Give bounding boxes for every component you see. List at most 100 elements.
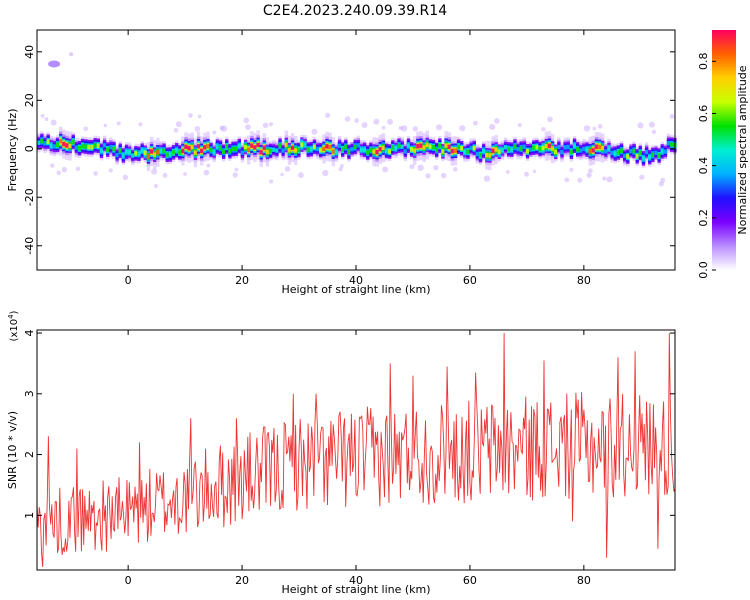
heatmap-cell xyxy=(519,146,523,151)
heatmap-cell xyxy=(660,149,664,154)
heatmap-cell xyxy=(431,145,436,150)
heatmap-cell xyxy=(638,150,643,156)
heatmap-cell xyxy=(554,149,558,155)
heatmap-cell xyxy=(666,140,671,146)
heatmap-cell xyxy=(563,145,567,150)
heatmap-cell xyxy=(550,146,555,151)
figure-title: C2E4.2023.240.09.39.R14 xyxy=(263,3,447,19)
heatmap-cell xyxy=(510,147,514,152)
heatmap-speckle xyxy=(243,117,250,124)
heatmap-cell xyxy=(250,143,254,148)
heatmap-speckle xyxy=(669,114,675,119)
snr-x-axis-label: Height of straight line (km) xyxy=(281,583,430,596)
x-tick-label: 0 xyxy=(125,274,132,287)
heatmap-cell xyxy=(613,151,617,156)
heatmap-cell xyxy=(369,147,373,153)
heatmap-speckle xyxy=(648,121,655,128)
heatmap-speckle xyxy=(50,163,55,168)
heatmap-cell xyxy=(447,144,451,150)
snr-x-ticks: 0 20 40 60 80 xyxy=(125,330,591,587)
heatmap-speckle xyxy=(50,119,57,126)
heatmap-cell xyxy=(494,147,498,152)
heatmap-speckle xyxy=(452,167,458,172)
colorbar-tick-label: 0.2 xyxy=(697,209,710,227)
heatmap-cell xyxy=(203,145,207,150)
heatmap-cell xyxy=(651,152,655,157)
snr-y-multiplier: (x104) xyxy=(7,310,20,341)
heatmap-cell xyxy=(500,148,505,153)
heatmap-cell xyxy=(337,143,342,148)
heatmap-cell xyxy=(315,146,320,152)
heatmap-cell xyxy=(359,147,364,152)
heatmap-cell xyxy=(68,143,72,149)
snr-panel: 0 20 40 60 80 1 2 3 4 Height of straight line (… xyxy=(6,310,676,596)
heatmap-cell xyxy=(438,143,442,148)
heatmap-cell xyxy=(159,148,163,153)
heatmap-cell xyxy=(594,144,599,149)
colorbar-tick-label: 0.4 xyxy=(697,157,710,175)
heatmap-cell xyxy=(400,144,404,149)
heatmap-speckle xyxy=(440,172,447,179)
heatmap-cell xyxy=(46,139,50,144)
heatmap-speckle xyxy=(56,170,62,176)
colorbar-ticks: 0.0 0.2 0.4 0.6 0.8 xyxy=(697,53,716,279)
heatmap-cell xyxy=(403,149,408,154)
x-tick-label: 60 xyxy=(463,274,477,287)
heatmap-speckle xyxy=(505,169,510,174)
heatmap-cell xyxy=(356,143,361,148)
heatmap-cell xyxy=(569,149,574,154)
spectrogram-x-axis-label: Height of straight line (km) xyxy=(281,283,430,296)
heatmap-cell xyxy=(384,148,389,154)
heatmap-cell xyxy=(397,143,401,148)
heatmap-speckle xyxy=(232,172,239,178)
heatmap-speckle xyxy=(547,116,553,123)
heatmap-outlier-speckle xyxy=(69,52,74,57)
heatmap-speckle xyxy=(116,121,121,126)
snr-background xyxy=(37,330,675,570)
heatmap-speckle xyxy=(541,127,546,132)
heatmap-cell xyxy=(575,147,580,152)
heatmap-cell xyxy=(312,144,317,149)
snr-series-line xyxy=(36,332,676,568)
heatmap-speckle xyxy=(122,174,129,180)
heatmap-cell xyxy=(378,147,383,152)
heatmap-speckle xyxy=(325,112,331,118)
heatmap-cell xyxy=(528,147,533,152)
heatmap-cell xyxy=(644,149,649,155)
heatmap-speckle xyxy=(44,117,49,121)
heatmap-speckle xyxy=(602,176,607,181)
heatmap-cell xyxy=(478,152,483,158)
heatmap-speckle xyxy=(382,166,389,173)
heatmap-cell xyxy=(488,153,492,158)
heatmap-speckle xyxy=(412,126,419,132)
heatmap-speckle xyxy=(339,163,344,168)
heatmap-speckle xyxy=(459,125,466,132)
heatmap-cell xyxy=(209,147,213,153)
heatmap-cell xyxy=(131,153,135,158)
colorbar-tick-label: 0.6 xyxy=(697,105,710,123)
heatmap-cell xyxy=(146,154,151,159)
heatmap-cell xyxy=(463,149,467,155)
heatmap-cell xyxy=(234,146,238,151)
heatmap-cell xyxy=(375,149,379,155)
heatmap-cell xyxy=(381,145,386,150)
heatmap-speckle xyxy=(373,118,380,125)
heatmap-cell xyxy=(247,147,251,153)
heatmap-cell xyxy=(325,144,329,149)
heatmap-cell xyxy=(290,145,295,150)
heatmap-cell xyxy=(49,143,54,148)
heatmap-cell xyxy=(585,147,589,152)
heatmap-cell xyxy=(409,147,414,152)
heatmap-cell xyxy=(225,144,229,149)
heatmap-cell xyxy=(171,150,176,155)
heatmap-speckle xyxy=(381,125,386,130)
heatmap-cell xyxy=(178,150,182,155)
heatmap-cell xyxy=(353,144,357,150)
heatmap-cell xyxy=(37,140,41,145)
heatmap-cell xyxy=(422,145,426,150)
heatmap-cell xyxy=(544,143,549,149)
heatmap-cell xyxy=(657,153,661,158)
heatmap-cell xyxy=(65,143,69,148)
heatmap-cell xyxy=(622,153,627,159)
heatmap-speckle xyxy=(322,169,329,177)
